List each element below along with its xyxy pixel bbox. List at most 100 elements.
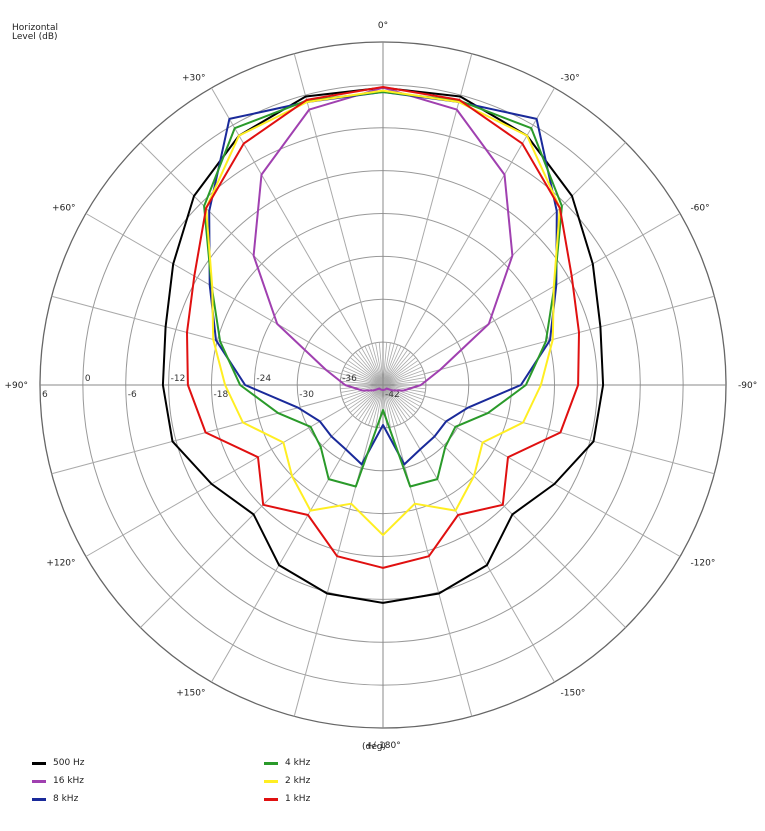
grid-spoke-fine xyxy=(382,384,424,401)
grid-spoke xyxy=(419,213,681,364)
grid-spoke-fine xyxy=(382,384,405,423)
grid-spoke-fine xyxy=(382,345,402,386)
grid-spoke-fine xyxy=(345,363,384,386)
grid-spoke-fine xyxy=(355,384,384,419)
grid-spoke xyxy=(140,142,354,356)
grid-spoke-fine xyxy=(378,342,384,386)
series-line xyxy=(252,86,514,392)
series-line xyxy=(161,86,605,604)
grid-spoke xyxy=(140,414,354,628)
angle-label: +60° xyxy=(52,204,76,214)
grid-spoke-fine xyxy=(382,342,388,386)
grid-spoke-fine xyxy=(371,343,384,386)
grid-spoke-fine xyxy=(342,369,384,386)
angle-label: -60° xyxy=(690,204,709,214)
grid-spoke xyxy=(404,87,555,349)
grid-spoke-fine xyxy=(382,384,395,427)
grid-spoke-fine xyxy=(382,366,423,386)
grid-spoke-fine xyxy=(340,377,384,386)
grid-spoke-fine xyxy=(343,384,384,404)
data-series xyxy=(161,86,605,604)
grid-spoke xyxy=(424,395,715,475)
angle-label: -30° xyxy=(561,74,580,84)
grid-spoke-fine xyxy=(364,345,384,386)
grid-spoke xyxy=(51,395,342,475)
grid-spoke-fine xyxy=(367,384,384,426)
angle-label: -150° xyxy=(561,688,586,698)
angle-label: -90° xyxy=(738,381,757,391)
angle-label: +150° xyxy=(176,688,205,698)
grid-spoke-fine xyxy=(340,384,384,393)
radial-tick-label: 0 xyxy=(85,374,91,384)
grid-spoke xyxy=(85,406,347,557)
grid-spoke xyxy=(424,295,715,375)
radial-tick-label: -36 xyxy=(342,374,357,384)
y-axis-label-line-2: Level (dB) xyxy=(12,32,58,42)
grid-spoke xyxy=(404,421,555,683)
grid-spoke-fine xyxy=(382,357,417,386)
grid-spoke-fine xyxy=(355,351,384,386)
radial-tick-label: -30 xyxy=(299,390,314,400)
grid-spoke-fine xyxy=(343,366,384,386)
grid-spoke-fine xyxy=(382,363,421,386)
grid-spoke-fine xyxy=(382,384,423,404)
grid-spoke xyxy=(412,142,626,356)
grid-spoke-fine xyxy=(382,384,391,428)
grid-spoke-fine xyxy=(382,351,411,386)
grid-spoke-fine xyxy=(382,369,424,386)
grid-spoke-fine xyxy=(340,384,384,390)
angle-label: -120° xyxy=(690,559,715,569)
series-line xyxy=(186,86,580,569)
angle-label: +/-180° xyxy=(365,741,401,751)
grid-spoke-fine xyxy=(361,347,384,386)
grid-spoke-fine xyxy=(382,354,414,386)
radial-tick-label: -6 xyxy=(128,390,137,400)
angle-label: +120° xyxy=(46,559,75,569)
grid-spoke-fine xyxy=(367,344,384,386)
grid-spoke-fine xyxy=(382,377,426,386)
grid-spoke-fine xyxy=(364,384,384,425)
polar-grid xyxy=(39,41,727,729)
series-line xyxy=(205,89,561,537)
grid-spoke-fine xyxy=(358,384,384,421)
angle-label: +30° xyxy=(182,74,206,84)
radial-tick-label: 6 xyxy=(42,390,48,400)
angle-label: +90° xyxy=(5,381,29,391)
grid-spoke-fine xyxy=(375,384,384,428)
grid-spoke xyxy=(393,426,473,717)
radial-tick-label: -12 xyxy=(171,374,186,384)
grid-spoke-fine xyxy=(358,349,384,386)
grid-spoke-fine xyxy=(342,384,384,401)
grid-spoke xyxy=(85,213,347,364)
grid-spoke xyxy=(293,426,373,717)
grid-spoke-fine xyxy=(382,360,419,386)
grid-spoke-fine xyxy=(382,342,391,386)
grid-spoke-fine xyxy=(382,384,426,393)
grid-spoke-fine xyxy=(347,360,384,386)
grid-spoke-fine xyxy=(352,354,384,386)
grid-spoke-fine xyxy=(349,357,384,386)
grid-spoke-fine xyxy=(382,373,425,386)
grid-spoke-fine xyxy=(382,349,408,386)
grid-spoke-fine xyxy=(382,344,399,386)
radial-tick-labels: 6 0 -6 -12 -18 -24 -30 -36 -42 xyxy=(42,374,400,400)
radial-tick-label: -42 xyxy=(385,390,400,400)
x-axis-unit-label: (deg) xyxy=(362,742,386,752)
grid-spoke-fine xyxy=(375,342,384,386)
angle-label: 0° xyxy=(378,21,388,31)
grid-spoke-fine xyxy=(382,343,395,386)
grid-spoke-fine xyxy=(382,384,411,419)
grid-spoke xyxy=(412,414,626,628)
grid-spoke-fine xyxy=(382,384,426,390)
grid-spoke-fine xyxy=(382,347,405,386)
y-axis-label: Horizontal Level (dB) xyxy=(12,24,58,42)
grid-spoke-fine xyxy=(382,384,402,425)
grid-spoke xyxy=(419,406,681,557)
grid-spoke-fine xyxy=(382,384,399,426)
grid-spoke xyxy=(211,421,362,683)
grid-spoke-fine xyxy=(371,384,384,427)
y-axis-label-line-1: Horizontal xyxy=(12,23,58,33)
grid-spoke xyxy=(211,87,362,349)
series-line xyxy=(208,91,558,466)
